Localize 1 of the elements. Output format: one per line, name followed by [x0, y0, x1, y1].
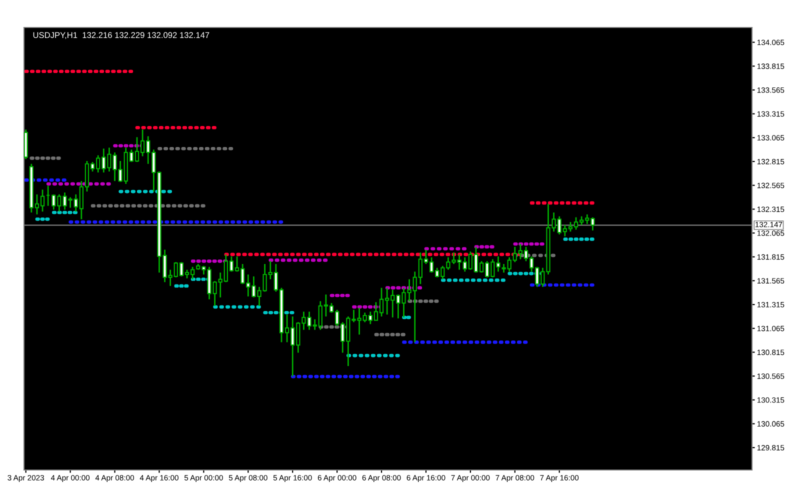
chart-title: USDJPY,H1 132.216 132.229 132.092 132.147: [33, 32, 210, 40]
